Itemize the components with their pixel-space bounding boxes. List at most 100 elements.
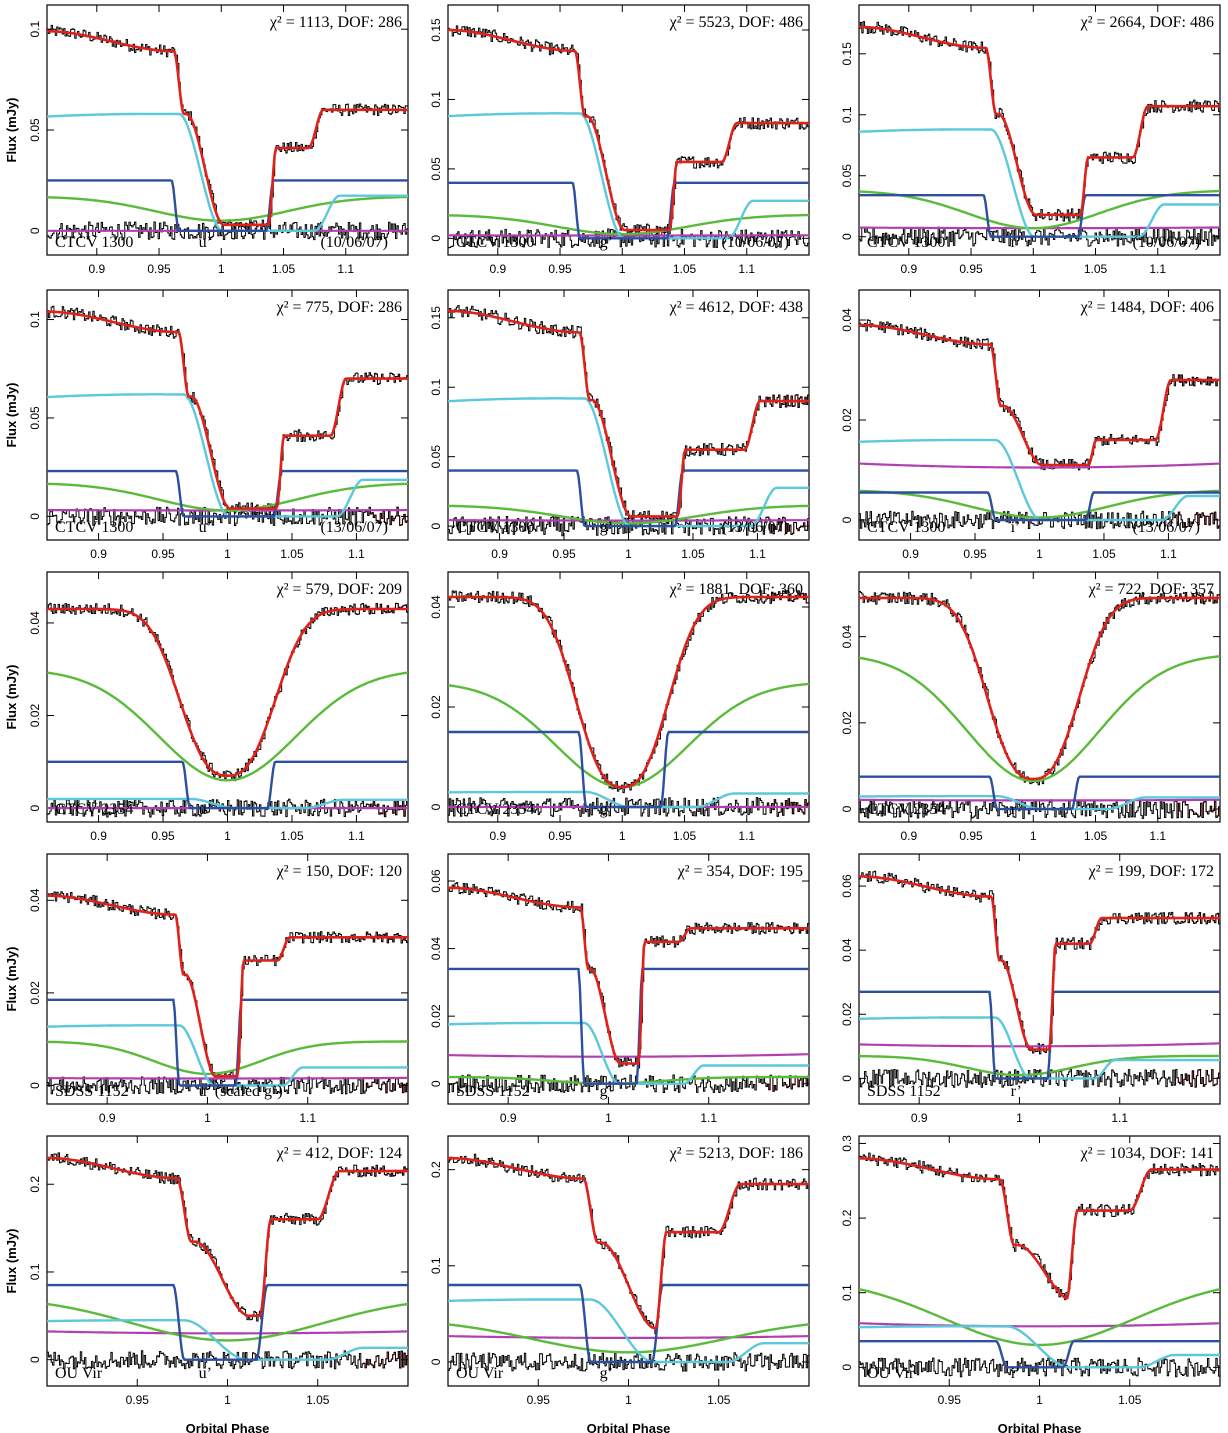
plot-area <box>448 882 809 1093</box>
x-tick-label: 1 <box>625 1393 632 1407</box>
y-tick-label: 0 <box>840 233 854 240</box>
x-tick-label: 0.95 <box>938 1393 962 1407</box>
date-label: (10/06/07) <box>320 234 388 251</box>
bright-spot-model <box>859 462 1220 469</box>
object-label: CTCV 1300 <box>55 519 133 536</box>
x-tick-label: 1.05 <box>1084 829 1108 843</box>
secondary-model <box>448 682 809 789</box>
y-tick-label: 0 <box>28 227 42 234</box>
y-axis-title: Flux (mJy) <box>4 97 19 162</box>
y-tick-label: 0 <box>429 522 443 529</box>
x-tick-label: 1.1 <box>348 829 365 843</box>
y-tick-label: 0.3 <box>840 1135 854 1152</box>
plot-area <box>859 591 1220 820</box>
x-tick-label: 1.1 <box>1149 829 1166 843</box>
secondary-model <box>859 489 1220 519</box>
object-label: CTCV 1300 <box>456 234 534 251</box>
x-tick-label: 1.1 <box>738 829 755 843</box>
y-tick-label: 0.05 <box>429 157 443 181</box>
x-tick-label: 1 <box>224 829 231 843</box>
band-label: g’ <box>600 234 613 251</box>
x-tick-label: 1.05 <box>280 547 304 561</box>
total-model <box>859 596 1220 781</box>
plot-frame <box>46 853 409 1105</box>
data-series <box>47 891 408 1083</box>
panel-13: 0.95 1 1.05 0 0.1 0.2 χ² = 412, DOF: 124 OU Vir… <box>4 1135 409 1433</box>
bright-spot-model <box>448 1053 809 1058</box>
chi2-label: χ² = 722, DOF: 357 <box>1088 581 1214 598</box>
object-label: CTCV 1300 <box>55 234 133 251</box>
object-label: SDSS 1152 <box>55 1083 129 1100</box>
plot-area <box>448 1153 809 1372</box>
x-tick-label: 1.1 <box>299 1111 316 1125</box>
x-tick-label: 0.95 <box>151 829 175 843</box>
y-tick-label: 0.04 <box>429 937 443 961</box>
bright-spot-model <box>448 1335 809 1339</box>
x-tick-label: 1.1 <box>337 262 354 276</box>
white-dwarf-model <box>448 469 809 528</box>
x-tick-label: 0.95 <box>959 262 983 276</box>
panel-10: 0.9 1 1.1 0 0.02 0.04 χ² = 150, DOF: 120 SDSS 1… <box>4 853 409 1125</box>
x-tick-label: 1 <box>1030 262 1037 276</box>
y-tick-label: 0.2 <box>429 1161 443 1178</box>
white-dwarf-model <box>859 990 1220 1080</box>
x-tick-label: 0.95 <box>548 829 572 843</box>
x-tick-label: 0.9 <box>500 1111 517 1125</box>
bright-spot-model <box>47 1330 408 1335</box>
panel-15: 0.95 1 1.05 0 0.1 0.2 0.3 χ² = 1034, DOF: 141 OU… <box>840 1135 1221 1433</box>
chi2-label: χ² = 150, DOF: 120 <box>276 863 402 880</box>
object-label: OU Vir <box>55 1365 103 1382</box>
secondary-model <box>47 671 408 782</box>
white-dwarf-model <box>47 760 408 810</box>
total-model <box>448 595 809 789</box>
x-tick-label: 1.05 <box>681 547 705 561</box>
white-dwarf-model <box>859 491 1220 522</box>
y-tick-label: 0 <box>429 1358 443 1365</box>
total-model <box>859 875 1220 1051</box>
x-tick-label: 1.1 <box>749 547 766 561</box>
y-tick-label: 0 <box>840 516 854 523</box>
x-tick-label: 1.05 <box>707 1393 731 1407</box>
secondary-model <box>47 195 408 222</box>
x-tick-label: 1.1 <box>738 262 755 276</box>
band-label: r’ <box>1011 1083 1022 1100</box>
secondary-model <box>47 1040 408 1076</box>
data-series <box>448 590 809 794</box>
band-label: i’ <box>1011 1365 1021 1382</box>
chi2-label: χ² = 1484, DOF: 406 <box>1080 299 1214 316</box>
y-tick-label: 0.04 <box>840 938 854 962</box>
panel-14: 0.95 1 1.05 0 0.1 0.2 χ² = 5213, DOF: 186 OU Vi… <box>429 1135 810 1433</box>
y-tick-label: 0.1 <box>840 106 854 123</box>
panel-9: 0.9 0.95 1 1.05 1.1 0 0.02 0.04 χ² = 722, DOF: 3… <box>840 571 1221 843</box>
white-dwarf-model <box>448 730 809 809</box>
y-tick-label: 0.02 <box>840 408 854 432</box>
disc-model <box>47 1319 408 1361</box>
panel-6: 0.9 0.95 1 1.05 1.1 0 0.02 0.04 χ² = 1484, DOF: … <box>840 289 1221 561</box>
chi2-label: χ² = 579, DOF: 209 <box>276 581 402 598</box>
residual-series <box>448 228 809 249</box>
y-tick-label: 0 <box>429 1080 443 1087</box>
y-tick-label: 0.02 <box>28 704 42 728</box>
plot-frame <box>447 853 810 1105</box>
y-tick-label: 0.15 <box>429 18 443 42</box>
y-axis-title: Flux (mJy) <box>4 382 19 447</box>
date-label: (13/06/07) <box>721 519 789 536</box>
x-tick-label: 1.05 <box>1084 262 1108 276</box>
total-model <box>47 894 408 1078</box>
y-tick-label: 0.06 <box>429 869 443 893</box>
bright-spot-model <box>47 1076 408 1080</box>
x-tick-label: 1 <box>605 1111 612 1125</box>
panel-12: 0.9 1 1.1 0 0.02 0.04 0.06 χ² = 199, DOF: 172 SD… <box>840 853 1221 1125</box>
x-tick-label: 1 <box>1016 1111 1023 1125</box>
plot-frame <box>447 571 810 823</box>
x-tick-label: 1.1 <box>1160 547 1177 561</box>
x-axis-title: Orbital Phase <box>587 1421 671 1433</box>
white-dwarf-model <box>448 181 809 240</box>
chi2-label: χ² = 2664, DOF: 486 <box>1080 14 1214 31</box>
x-tick-label: 1 <box>625 547 632 561</box>
y-tick-label: 0 <box>840 805 854 812</box>
band-label: u’ <box>199 519 212 536</box>
y-tick-label: 0.1 <box>429 91 443 108</box>
band-label: u’ (scaled g’) <box>199 1083 283 1100</box>
